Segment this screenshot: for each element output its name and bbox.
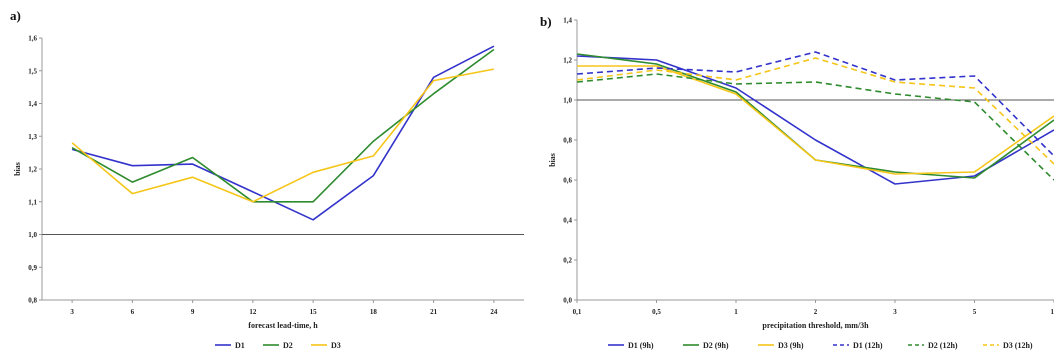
y-axis-title: bias — [13, 162, 22, 176]
y-tick-label: 0,4 — [563, 217, 572, 225]
x-tick-label: 24 — [490, 308, 498, 316]
x-tick-label: 3 — [70, 308, 74, 316]
x-tick-label: 3 — [893, 308, 897, 316]
legend-label: D3 (12h) — [1003, 341, 1033, 350]
x-tick-label: 6 — [131, 308, 135, 316]
x-tick-label: 15 — [310, 308, 318, 316]
y-tick-label: 1,2 — [28, 166, 37, 174]
series-line-d3-12h — [576, 57, 1054, 165]
panel-label: a) — [10, 8, 21, 23]
y-tick-label: 1,4 — [28, 100, 37, 108]
series-line-d2 — [71, 48, 495, 203]
legend-label: D2 (12h) — [928, 341, 958, 350]
panel-b: b) 0,0 0,2 0,4 0,6 0,8 1,0 1,2 1,4 0,1 0,5 1 2 3 5 10 pr… — [540, 14, 1054, 350]
legend-label: D1 (9h) — [628, 341, 654, 350]
y-tick-label: 1,0 — [28, 231, 37, 239]
x-tick-label: 10 — [1051, 308, 1054, 316]
legend-label: D2 (9h) — [703, 341, 729, 350]
legend-label: D1 (12h) — [853, 341, 883, 350]
series-line-d3 — [71, 68, 495, 203]
panel-label: b) — [540, 14, 552, 29]
y-tick-label: 0,8 — [563, 137, 572, 145]
x-axis-title: forecast lead-time, h — [248, 321, 318, 330]
x-tick-label: 21 — [430, 308, 438, 316]
y-tick-label: 1,4 — [563, 17, 572, 25]
y-tick-label: 0,2 — [563, 257, 572, 265]
x-tick-label: 0,1 — [573, 308, 582, 316]
legend: D1 (9h) D2 (9h) D3 (9h) D1 (12h) D2 (12h) D3 … — [608, 341, 1033, 350]
panel-a: a) 0,8 0,9 1,0 1,1 1,2 1,3 1,4 1,5 1,6 3 6 9 12 15 18 21… — [10, 8, 524, 350]
y-tick-label: 0,9 — [28, 264, 37, 272]
y-tick-label: 0,0 — [563, 297, 572, 305]
series-line-d1-9h — [576, 55, 1054, 185]
x-tick-label: 9 — [191, 308, 195, 316]
y-tick-label: 1,6 — [28, 35, 37, 43]
y-tick-label: 1,3 — [28, 133, 37, 141]
x-axis-title: precipitation threshold, mm/3h — [762, 321, 869, 330]
x-tick-label: 1 — [734, 308, 738, 316]
x-tick-label: 5 — [973, 308, 977, 316]
legend-label: D3 — [331, 341, 341, 350]
series-line-d2-12h — [576, 73, 1054, 181]
y-tick-label: 0,8 — [28, 297, 37, 305]
y-tick-label: 1,2 — [563, 57, 572, 65]
x-tick-label: 12 — [249, 308, 257, 316]
y-tick-label: 0,6 — [563, 177, 572, 185]
series-line-d1 — [71, 45, 495, 221]
legend: D1 D2 D3 — [215, 341, 341, 350]
series-line-d3-9h — [577, 65, 1054, 175]
y-tick-label: 1,5 — [28, 67, 37, 75]
legend-label: D2 — [283, 341, 293, 350]
legend-label: D3 (9h) — [778, 341, 804, 350]
series-line-d1-12h — [576, 51, 1054, 157]
x-tick-label: 18 — [370, 308, 378, 316]
x-tick-label: 2 — [814, 308, 818, 316]
y-tick-label: 1,0 — [563, 97, 572, 105]
x-tick-label: 0,5 — [652, 308, 661, 316]
y-axis-title: bias — [548, 153, 557, 167]
legend-label: D1 — [235, 341, 245, 350]
y-tick-label: 1,1 — [28, 198, 37, 206]
